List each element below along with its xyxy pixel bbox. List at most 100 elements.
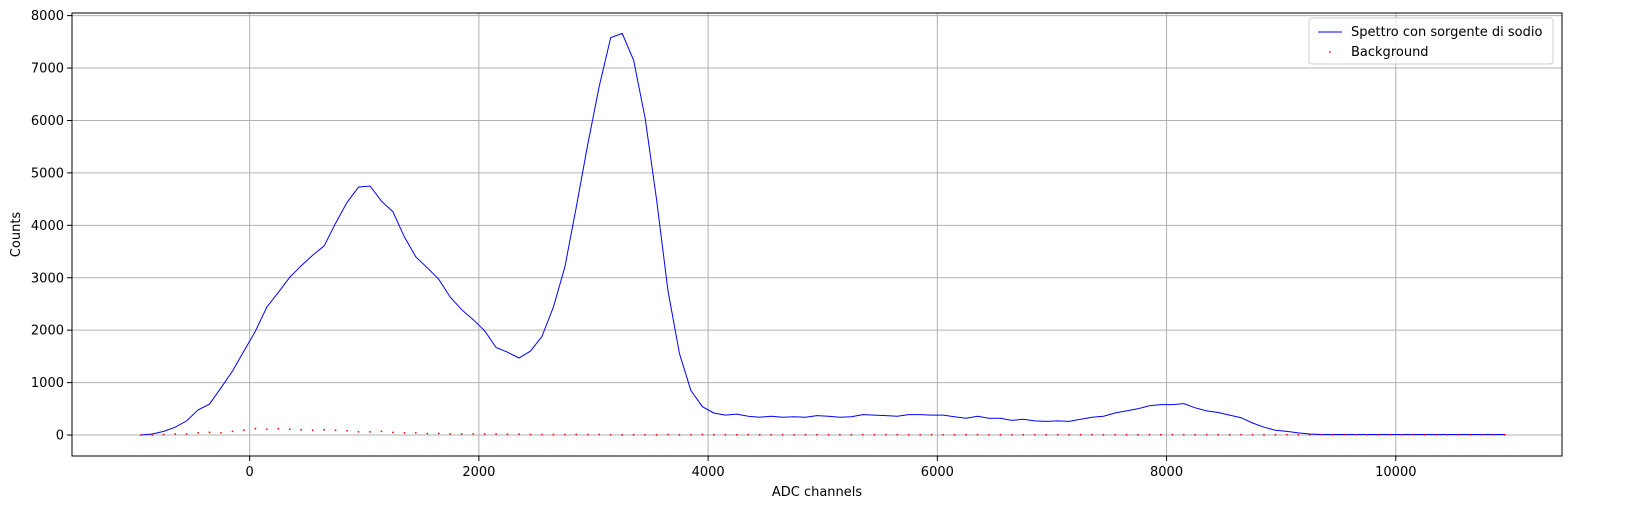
background-point [174, 433, 177, 435]
background-point [1159, 433, 1162, 436]
background-point [712, 433, 715, 436]
background-point [1457, 433, 1460, 436]
background-point [609, 433, 612, 436]
x-tick-label: 4000 [692, 465, 725, 480]
background-point [1274, 433, 1277, 436]
y-tick-label: 6000 [31, 114, 64, 129]
background-point [1308, 433, 1311, 436]
background-point [529, 433, 532, 436]
grid [72, 13, 1562, 456]
background-point [598, 433, 601, 436]
background-point [678, 433, 681, 436]
background-point [311, 429, 314, 432]
background-point [1217, 433, 1220, 436]
background-point [380, 430, 383, 433]
background-point [277, 427, 280, 430]
background-point [1194, 433, 1197, 436]
background-point [426, 432, 429, 435]
background-point [392, 431, 394, 434]
y-tick-label: 7000 [31, 62, 64, 77]
background-point [1331, 433, 1334, 436]
background-point [357, 431, 360, 433]
background-point [243, 429, 245, 432]
legend-label-spettro: Spettro con sorgente di sodio [1351, 25, 1542, 40]
legend: Spettro con sorgente di sodio Background [1308, 17, 1554, 65]
background-point [701, 433, 704, 436]
background-point [1125, 433, 1128, 436]
background-point [690, 433, 692, 436]
background-point [644, 433, 646, 436]
y-axis-ticks: 0 1000 2000 3000 4000 5000 6000 7000 8000 [31, 9, 72, 444]
background-point [495, 433, 497, 435]
background-point [541, 433, 543, 436]
background-point [1102, 433, 1105, 436]
background-point [1400, 433, 1403, 436]
background-point [816, 433, 818, 436]
background-point [930, 433, 933, 436]
background-point [1263, 433, 1265, 436]
background-point [472, 433, 475, 435]
background-point [770, 433, 773, 436]
x-tick-label: 6000 [921, 465, 954, 480]
background-point [437, 432, 440, 435]
background-point [139, 434, 142, 436]
background-point [873, 433, 876, 436]
background-point [1435, 433, 1437, 436]
y-axis-label: Counts [9, 212, 24, 258]
background-point [724, 433, 727, 436]
plot-frame [71, 12, 1563, 457]
background-point [552, 433, 555, 436]
y-tick-label: 0 [56, 429, 64, 444]
legend-box [1308, 17, 1554, 65]
background-point [1045, 433, 1048, 436]
x-tick-label: 10000 [1375, 465, 1416, 480]
background-point [323, 428, 326, 431]
background-point [1503, 433, 1506, 436]
background-point [804, 433, 807, 436]
background-point [758, 433, 761, 436]
background-point [1366, 433, 1369, 436]
y-tick-label: 4000 [31, 219, 64, 234]
background-point [1114, 433, 1116, 436]
background-point [403, 432, 406, 434]
x-tick-label: 8000 [1150, 465, 1183, 480]
legend-marker-sample [1329, 51, 1331, 53]
background-point [369, 431, 371, 433]
background-point [1148, 433, 1151, 436]
background-point [208, 431, 211, 434]
y-tick-label: 2000 [31, 324, 64, 339]
background-point [1297, 433, 1300, 436]
background-point [1343, 433, 1346, 436]
plot-series [139, 32, 1506, 436]
background-point [586, 433, 589, 436]
background-point [414, 432, 417, 434]
background-point [1412, 433, 1414, 436]
background-point [1033, 433, 1036, 436]
background-point [1240, 433, 1242, 436]
background-point [1010, 433, 1013, 436]
background-point [942, 433, 944, 436]
background-point [655, 433, 658, 436]
background-point [518, 433, 520, 436]
background-point [197, 432, 200, 434]
background-point [735, 433, 738, 436]
x-tick-label: 0 [246, 465, 254, 480]
background-point [300, 428, 303, 431]
y-tick-label: 3000 [31, 271, 64, 286]
background-point [231, 430, 234, 433]
background-point [1079, 433, 1082, 436]
background-point [1389, 433, 1391, 436]
background-point [1320, 433, 1323, 436]
background-point [1228, 433, 1231, 436]
background-point [460, 433, 463, 435]
x-axis-ticks: 0 2000 4000 6000 8000 10000 [246, 456, 1416, 480]
x-tick-label: 2000 [462, 465, 495, 480]
background-point [185, 433, 188, 435]
background-point [483, 433, 486, 435]
background-point [1171, 433, 1174, 436]
background-point [999, 433, 1002, 436]
background-point [861, 433, 864, 436]
background-point [1354, 433, 1357, 436]
background-point [162, 433, 165, 436]
